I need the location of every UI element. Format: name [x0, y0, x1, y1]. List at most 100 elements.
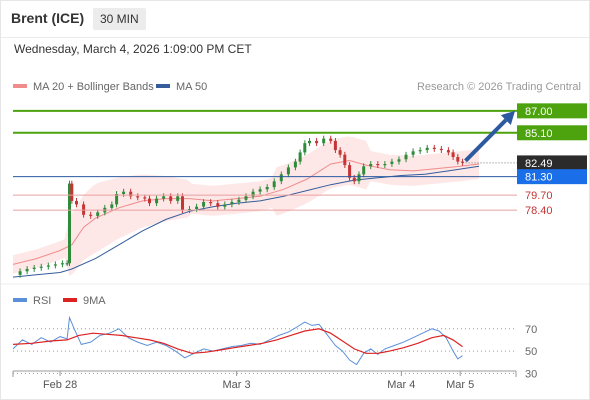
candle-body — [279, 174, 283, 182]
candle-body — [303, 143, 307, 153]
legend-swatch-ma20 — [13, 84, 27, 88]
ma20-line — [12, 159, 480, 265]
chart-header: Brent (ICE) 30 MIN — [1, 1, 589, 38]
candle-body — [181, 196, 184, 211]
candle-body — [258, 189, 262, 192]
candle-body — [195, 206, 199, 209]
candle-body — [209, 202, 213, 204]
rsi-ma-line — [12, 328, 463, 354]
candle-body — [75, 200, 78, 205]
candle-body — [352, 177, 356, 182]
timeframe-badge[interactable]: 30 MIN — [93, 8, 146, 30]
legend-swatch-ma50 — [156, 84, 170, 88]
candle-body — [60, 263, 64, 265]
candle-body — [148, 198, 151, 204]
x-tick-label: Feb 28 — [43, 379, 77, 391]
legend-label-rsi: RSI — [33, 295, 51, 307]
candle-body — [155, 198, 159, 204]
rsi-plot-area: 70 50 30 — [12, 315, 537, 380]
candle-body — [322, 138, 326, 144]
candle-body — [237, 199, 241, 202]
candle-body — [46, 265, 50, 267]
candle-body — [39, 266, 43, 268]
candle-body — [333, 140, 337, 151]
resistance-tag — [517, 125, 587, 141]
candle-body — [202, 202, 206, 207]
candle-body — [383, 164, 387, 166]
support-label: 78.40 — [525, 205, 553, 217]
candle-body — [251, 191, 255, 197]
candle-body — [122, 191, 126, 194]
resistance-label: 85.10 — [525, 128, 553, 140]
legend-label-ma50: MA 50 — [176, 81, 207, 93]
rsi-tick-label: 70 — [525, 324, 537, 336]
candle-body — [272, 181, 276, 188]
candle-body — [82, 204, 86, 215]
rsi-line — [12, 315, 463, 366]
rsi-tick-label: 30 — [525, 368, 537, 380]
candle-body — [397, 159, 401, 162]
candle-body — [293, 161, 297, 168]
candle-body — [89, 214, 93, 216]
candle-body — [70, 183, 74, 201]
candle-body — [25, 269, 29, 272]
candle-body — [32, 267, 36, 269]
candle-body — [53, 264, 57, 266]
candle-body — [298, 152, 302, 162]
candle-body — [230, 202, 234, 205]
candle-body — [244, 196, 248, 200]
candle-body — [348, 165, 352, 178]
candle-body — [439, 148, 443, 151]
resistance-tag — [517, 103, 587, 119]
pivot-tag — [517, 169, 587, 185]
legend-swatch-rsi-ma — [63, 298, 77, 302]
candle-body — [315, 140, 319, 144]
candle-body — [425, 147, 429, 151]
pivot-label: 81.30 — [525, 172, 553, 184]
chart-datetime: Wednesday, March 4, 2026 1:09:00 PM CET — [14, 42, 252, 56]
candle-body — [223, 204, 227, 207]
candle-body — [265, 187, 269, 190]
candle-body — [376, 164, 380, 166]
rsi-tick-label: 50 — [525, 346, 537, 358]
candle-body — [96, 212, 100, 216]
candle-body — [162, 196, 166, 199]
instrument-title: Brent (ICE) — [11, 10, 85, 26]
candle-body — [308, 140, 311, 144]
candle-body — [18, 271, 22, 275]
candle-body — [369, 164, 373, 167]
last-price-label: 82.49 — [525, 158, 553, 170]
legend-label-rsi-ma: 9MA — [83, 295, 106, 307]
candle-body — [338, 150, 342, 155]
forecast-arrow-icon — [464, 110, 515, 163]
last-price-tag — [517, 155, 587, 171]
resistance-label: 87.00 — [525, 106, 553, 118]
candle-body — [357, 174, 361, 182]
candle-body — [176, 196, 180, 201]
x-tick-label: Mar 4 — [387, 379, 415, 391]
x-tick-label: Mar 3 — [223, 379, 251, 391]
legend-label-ma20: MA 20 + Bollinger Bands — [33, 81, 154, 93]
candle-body — [461, 161, 464, 163]
arrow-shaft — [464, 118, 508, 163]
legend-swatch-rsi — [13, 298, 27, 302]
price-levels: 87.00 85.10 82.49 81.30 79.70 78.40 — [13, 103, 587, 217]
price-plot-area — [12, 135, 480, 278]
candle-body — [456, 157, 460, 162]
candle-body — [136, 196, 140, 198]
candle-body — [68, 183, 71, 264]
candle-body — [446, 150, 450, 153]
candle-body — [143, 197, 147, 199]
candle-body — [329, 138, 333, 141]
candle-body — [451, 152, 455, 157]
candle-body — [169, 196, 173, 201]
candle-body — [404, 154, 408, 160]
x-tick-label: Mar 5 — [446, 379, 474, 391]
candle-body — [362, 166, 366, 175]
candle-body — [110, 204, 114, 208]
x-axis-ticks: Feb 28 Mar 3 Mar 4 Mar 5 — [43, 371, 474, 391]
candle-body — [65, 263, 69, 265]
arrow-head — [500, 110, 515, 126]
